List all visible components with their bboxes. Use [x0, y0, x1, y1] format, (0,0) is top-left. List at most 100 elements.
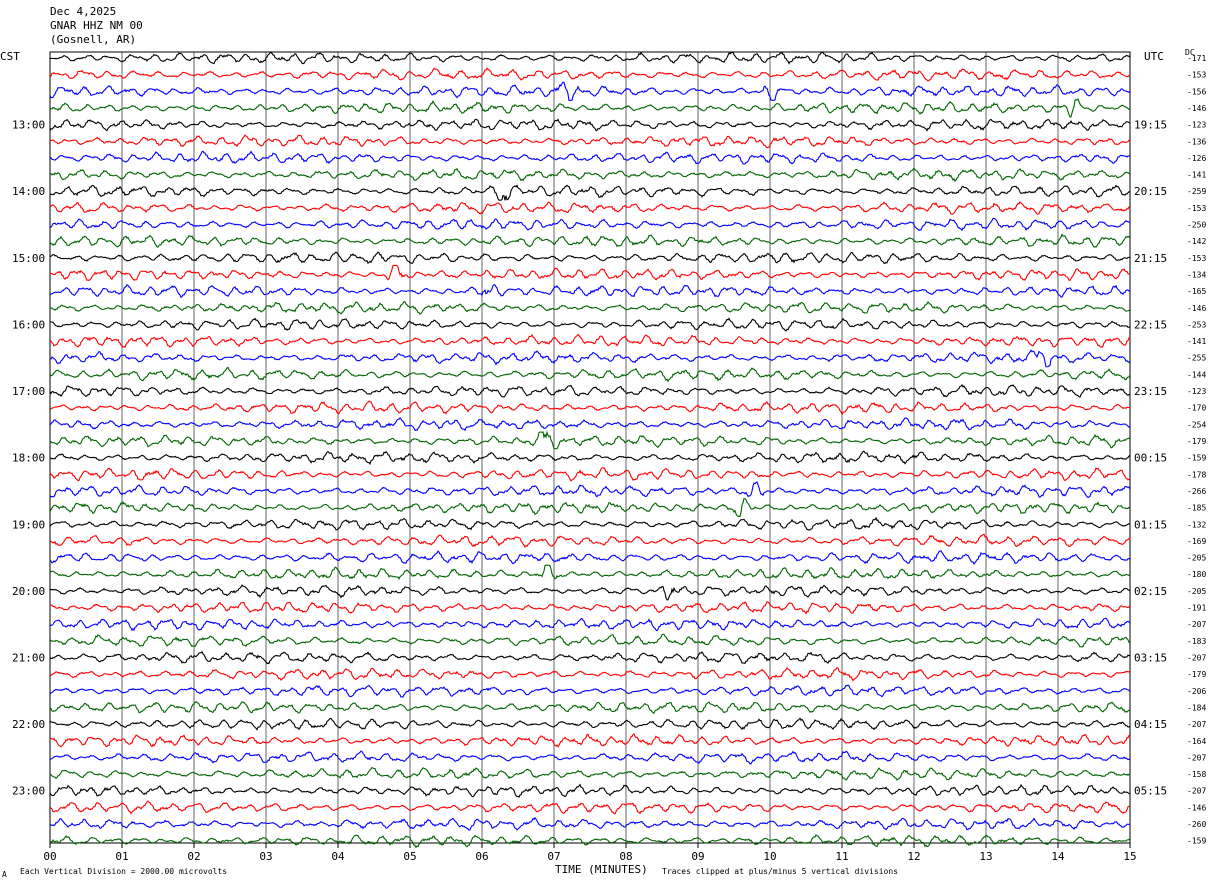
dc-offset-label: -171: [1187, 54, 1206, 63]
station-code: GNAR HHZ NM 00: [50, 19, 143, 32]
x-tick-label: 05: [403, 850, 416, 863]
seismic-trace: [49, 617, 1131, 632]
seismic-trace: [49, 417, 1131, 432]
x-tick-label: 12: [907, 850, 920, 863]
seismic-trace: [49, 684, 1131, 698]
x-tick-label: 09: [691, 850, 704, 863]
seismic-trace: [49, 150, 1131, 165]
seismic-trace: [49, 284, 1131, 299]
corner-mark: A: [2, 870, 7, 879]
dc-offset-label: -156: [1187, 87, 1206, 96]
dc-offset-label: -170: [1187, 404, 1206, 413]
seismic-trace: [49, 766, 1131, 781]
x-tick-label: 07: [547, 850, 560, 863]
seismic-trace: [49, 816, 1131, 831]
seismic-trace: [49, 467, 1131, 482]
seismic-trace: [49, 700, 1131, 715]
right-hour-label: 20:15: [1134, 185, 1167, 198]
seismic-trace: [49, 833, 1131, 849]
x-tick-label: 13: [979, 850, 992, 863]
seismic-trace: [49, 349, 1131, 368]
right-timezone-label: UTC: [1144, 50, 1164, 63]
dc-offset-label: -183: [1187, 637, 1206, 646]
left-hour-label: 21:00: [12, 651, 45, 664]
dc-offset-label: -134: [1187, 270, 1206, 279]
seismic-trace: [49, 533, 1131, 549]
seismic-trace: [49, 118, 1131, 132]
dc-offset-label: -132: [1187, 520, 1206, 529]
right-hour-label: 01:15: [1134, 518, 1167, 531]
dc-offset-label: -159: [1187, 454, 1206, 463]
seismic-trace: [49, 184, 1131, 201]
right-hour-label: 22:15: [1134, 318, 1167, 331]
dc-offset-label: -123: [1187, 121, 1206, 130]
seismic-trace: [49, 333, 1131, 349]
plot-date: Dec 4,2025: [50, 5, 117, 18]
x-tick-label: 11: [835, 850, 848, 863]
dc-offset-label: -180: [1187, 570, 1206, 579]
dc-offset-label: -146: [1187, 803, 1206, 812]
dc-offset-label: -126: [1187, 154, 1206, 163]
dc-offset-label: -179: [1187, 670, 1206, 679]
dc-offset-label: -165: [1187, 287, 1206, 296]
dc-offset-label: -153: [1187, 254, 1206, 263]
dc-offset-label: -146: [1187, 104, 1206, 113]
right-hour-label: 23:15: [1134, 385, 1167, 398]
right-hour-label: 05:15: [1134, 785, 1167, 798]
dc-offset-label: -178: [1187, 470, 1206, 479]
seismic-trace: [49, 717, 1131, 731]
dc-offset-label: -260: [1187, 820, 1206, 829]
seismic-trace: [49, 81, 1131, 101]
seismic-trace: [49, 783, 1131, 798]
left-hour-label: 23:00: [12, 785, 45, 798]
dc-offset-label: -164: [1187, 737, 1206, 746]
seismic-trace: [49, 67, 1131, 82]
station-location: (Gosnell, AR): [50, 33, 137, 46]
seismic-trace: [49, 800, 1131, 815]
dc-offset-label: -159: [1187, 837, 1206, 846]
seismic-trace: [49, 584, 1131, 601]
dc-offset-label: -158: [1187, 770, 1206, 779]
dc-offset-label: -169: [1187, 537, 1206, 546]
x-tick-label: 10: [763, 850, 776, 863]
dc-offset-label: -207: [1187, 787, 1206, 796]
seismic-trace: [49, 516, 1131, 531]
right-hour-label: 21:15: [1134, 252, 1167, 265]
dc-offset-label: -184: [1187, 703, 1206, 712]
left-hour-label: 17:00: [12, 385, 45, 398]
dc-offset-label: -141: [1187, 337, 1206, 346]
seismic-trace: [49, 201, 1131, 215]
dc-offset-label: -205: [1187, 587, 1206, 596]
seismic-trace: [49, 251, 1131, 265]
dc-offset-label: -207: [1187, 720, 1206, 729]
dc-offset-label: -185: [1187, 504, 1206, 513]
right-hour-label: 00:15: [1134, 452, 1167, 465]
seismic-trace: [49, 233, 1131, 248]
dc-offset-label: -142: [1187, 237, 1206, 246]
left-hour-label: 15:00: [12, 252, 45, 265]
seismic-trace: [49, 481, 1131, 499]
seismic-trace: [49, 51, 1131, 65]
x-tick-label: 06: [475, 850, 488, 863]
seismic-trace: [49, 134, 1131, 149]
dc-offset-label: -205: [1187, 554, 1206, 563]
dc-offset-label: -144: [1187, 370, 1206, 379]
left-hour-label: 22:00: [12, 718, 45, 731]
seismic-trace: [49, 301, 1131, 315]
x-tick-label: 00: [43, 850, 56, 863]
dc-offset-label: -207: [1187, 753, 1206, 762]
x-axis-title: TIME (MINUTES): [555, 863, 648, 876]
plot-frame: [49, 51, 1131, 844]
dc-offset-label: -254: [1187, 420, 1206, 429]
x-tick-label: 08: [619, 850, 632, 863]
dc-offset-label: -123: [1187, 387, 1206, 396]
x-tick-label: 02: [187, 850, 200, 863]
dc-offset-label: -146: [1187, 304, 1206, 313]
seismic-trace: [49, 383, 1131, 398]
left-hour-label: 20:00: [12, 585, 45, 598]
dc-offset-label: -253: [1187, 320, 1206, 329]
seismic-trace: [49, 564, 1131, 580]
seismic-trace: [49, 167, 1131, 182]
seismic-trace: [49, 217, 1131, 232]
